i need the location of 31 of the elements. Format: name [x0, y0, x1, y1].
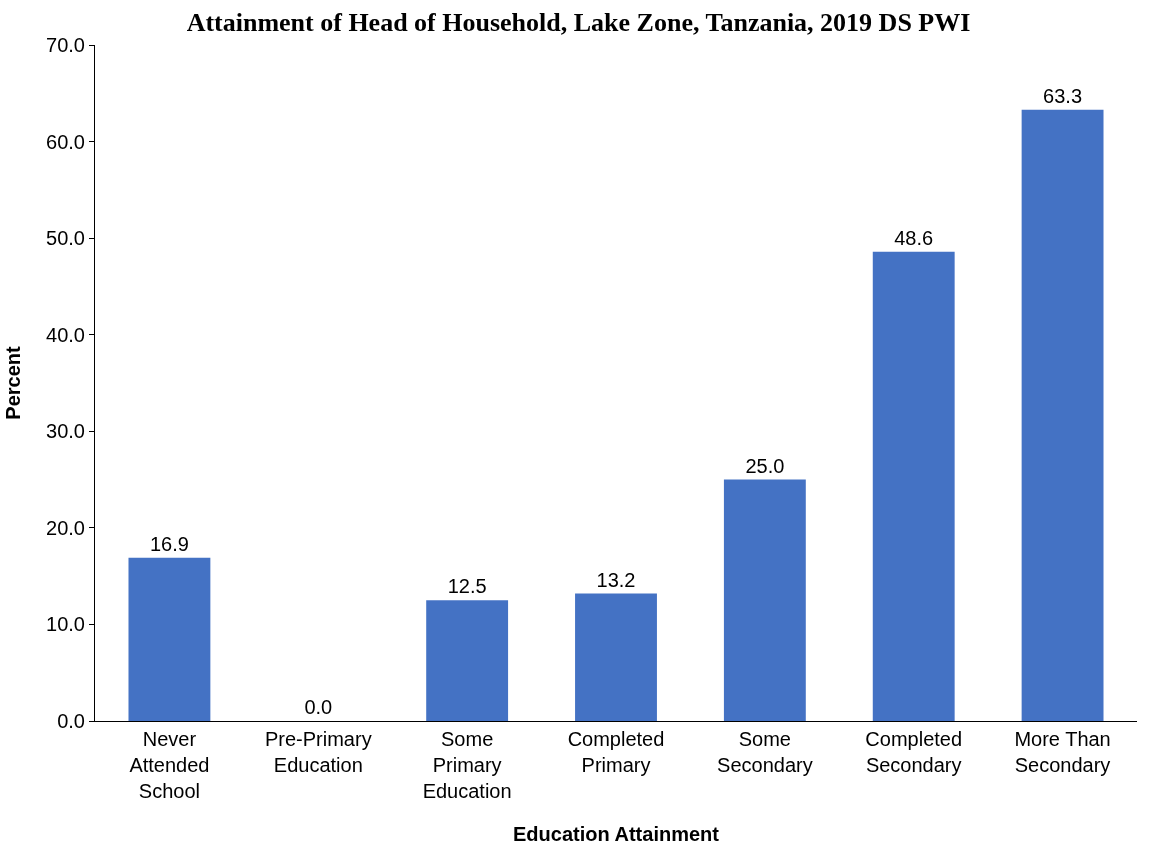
bar [872, 251, 955, 721]
bar [1021, 109, 1104, 721]
y-tick-label: 70.0 [46, 34, 85, 56]
bar [723, 479, 806, 721]
data-label: 63.3 [1043, 84, 1083, 107]
x-tick-label: Completed Primary [567, 728, 665, 776]
bar [128, 557, 211, 721]
bar [575, 593, 657, 721]
x-tick-label: Completed Secondary [865, 728, 963, 776]
y-tick-label: 20.0 [46, 516, 85, 539]
x-tick-label: Pre-Primary Education [264, 728, 372, 776]
x-tick-label: More Than Secondary [1014, 728, 1111, 776]
y-tick-label: 10.0 [46, 613, 85, 636]
x-tick-label: Never Attended School [129, 728, 210, 802]
data-label: 48.6 [894, 226, 934, 249]
x-tick-label: Some Secondary [717, 728, 813, 776]
y-axis-title: Percent [1, 345, 24, 420]
data-label: 25.0 [745, 454, 785, 477]
y-tick-label: 60.0 [46, 130, 85, 153]
data-label: 12.5 [447, 575, 487, 598]
data-label: 0.0 [304, 696, 333, 718]
y-tick-label: 30.0 [46, 420, 85, 443]
y-tick-label: 40.0 [46, 323, 85, 346]
chart-title: Attainment of Head of Household, Lake Zone, Tanzania, 2019 DS PWI [186, 8, 971, 38]
y-tick-label: 50.0 [46, 227, 85, 250]
bar [426, 600, 509, 721]
x-tick-label: Some Primary Education [422, 728, 512, 802]
data-label: 16.9 [149, 532, 189, 555]
x-axis-title: Education Attainment [513, 822, 720, 845]
y-tick-label: 0.0 [57, 710, 85, 732]
data-label: 13.2 [596, 568, 636, 591]
